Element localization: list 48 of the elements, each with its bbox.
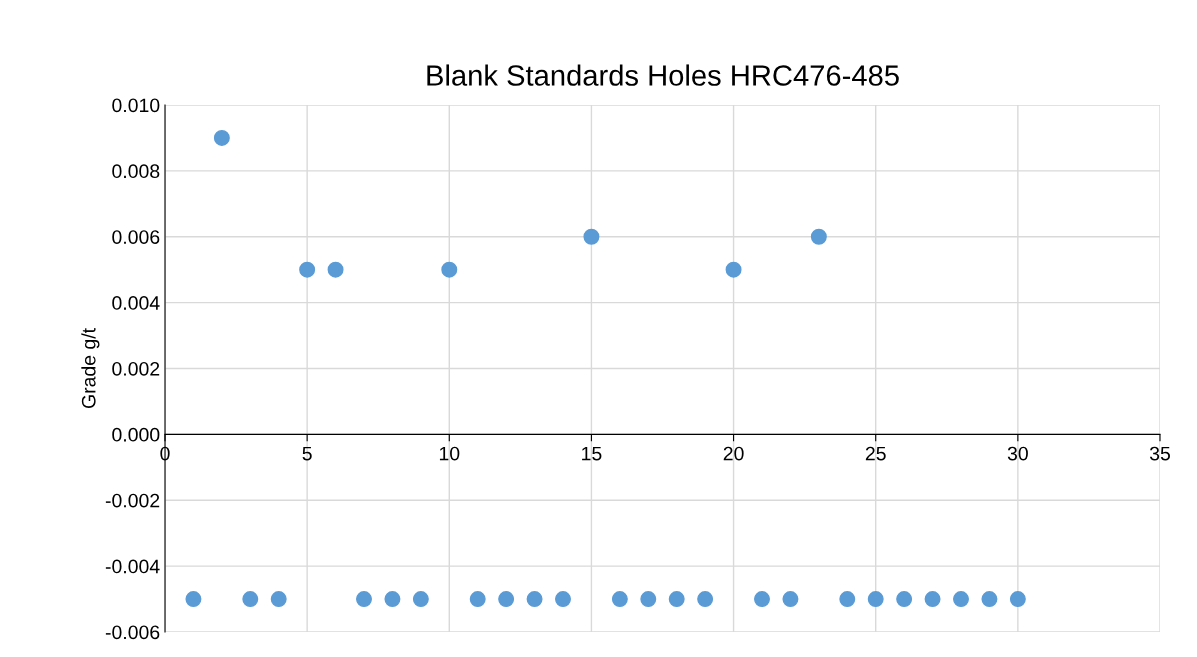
y-tick-label: 0.008 — [112, 164, 160, 179]
point — [725, 261, 742, 278]
y-tick-label: 0.004 — [112, 296, 160, 310]
y-tick-label: -0.006 — [105, 625, 160, 640]
y-tick-label: -0.004 — [105, 559, 160, 574]
x-tick-label: 25 — [865, 446, 886, 461]
point — [555, 591, 571, 608]
point — [356, 591, 372, 608]
point — [1009, 591, 1026, 608]
point — [270, 591, 287, 608]
x-tick-label: 35 — [1149, 446, 1170, 461]
point — [242, 591, 259, 608]
point — [668, 591, 685, 608]
point — [185, 591, 202, 608]
point — [498, 591, 515, 608]
point — [754, 591, 770, 608]
point — [583, 228, 600, 245]
point — [611, 591, 628, 608]
point — [782, 591, 799, 608]
y-tick-label: 0.002 — [112, 361, 160, 376]
point — [469, 591, 486, 608]
point — [640, 591, 657, 608]
point — [213, 129, 230, 146]
point — [441, 261, 458, 278]
point — [299, 261, 316, 278]
point — [810, 228, 827, 245]
point — [981, 591, 998, 608]
x-tick-label: 20 — [723, 446, 744, 461]
point — [384, 591, 401, 608]
point — [867, 591, 884, 608]
x-tick-label: 15 — [582, 446, 602, 461]
y-tick-label: -0.002 — [105, 493, 160, 508]
chart-title: Blank Standards Holes HRC476-485 — [427, 64, 899, 86]
y-axis-title: Grade g/t — [81, 328, 100, 409]
point — [526, 591, 543, 608]
y-tick-label: 0.006 — [112, 230, 160, 244]
point — [839, 591, 856, 608]
x-tick-label: 10 — [439, 446, 460, 461]
y-tick-label: 0.010 — [112, 98, 160, 113]
x-tick-label: 30 — [1007, 446, 1028, 461]
point — [924, 591, 941, 608]
y-tick-label: 0.000 — [112, 427, 160, 442]
x-tick-label: 5 — [302, 446, 312, 461]
point — [327, 261, 344, 278]
point — [697, 591, 714, 608]
point — [953, 591, 969, 608]
point — [412, 591, 429, 608]
point — [896, 591, 913, 608]
